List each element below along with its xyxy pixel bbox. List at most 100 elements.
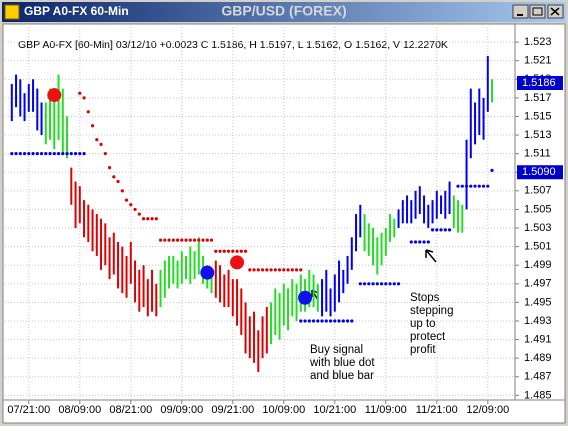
stop-dot bbox=[426, 240, 430, 244]
annotation: up to bbox=[410, 318, 436, 330]
stop-dot bbox=[277, 268, 282, 272]
arrow bbox=[425, 249, 437, 263]
stop-dot bbox=[150, 217, 154, 221]
price-label: 1.5186 bbox=[522, 77, 556, 89]
stop-dot bbox=[35, 152, 39, 156]
x-tick-label: 08/21:00 bbox=[109, 404, 152, 416]
stop-dot bbox=[439, 228, 443, 232]
y-tick-label: 1.487 bbox=[524, 371, 552, 383]
stop-dot bbox=[316, 319, 320, 323]
stop-dot bbox=[299, 319, 303, 323]
stop-dot bbox=[430, 228, 435, 232]
x-tick-label: 11/09:00 bbox=[365, 404, 407, 416]
stop-dot bbox=[48, 152, 52, 156]
title-bar bbox=[2, 2, 566, 22]
stop-dot bbox=[129, 203, 133, 207]
y-tick-label: 1.493 bbox=[524, 315, 552, 327]
y-tick-label: 1.505 bbox=[524, 203, 552, 215]
y-tick-label: 1.515 bbox=[524, 110, 552, 122]
stop-dot bbox=[418, 240, 422, 244]
stop-dot bbox=[95, 138, 99, 142]
stop-dot bbox=[103, 152, 107, 156]
stop-dot bbox=[345, 319, 350, 323]
stop-dot bbox=[116, 179, 120, 184]
stop-dot bbox=[256, 268, 260, 272]
stop-dot bbox=[192, 238, 197, 242]
stop-dot bbox=[333, 319, 337, 323]
y-tick-label: 1.511 bbox=[524, 148, 551, 160]
x-tick-label: 09/09:00 bbox=[160, 404, 203, 416]
price-label: 1.5090 bbox=[522, 166, 556, 178]
stop-dot bbox=[22, 152, 27, 156]
y-tick-label: 1.499 bbox=[524, 259, 552, 271]
stop-dot bbox=[14, 152, 18, 156]
y-tick-label: 1.513 bbox=[524, 129, 552, 141]
stop-dot bbox=[120, 189, 124, 193]
stop-dot bbox=[350, 319, 354, 323]
stop-dot bbox=[456, 184, 460, 188]
x-tick-label: 08/09:00 bbox=[58, 404, 101, 416]
close-icon bbox=[550, 7, 560, 16]
x-tick-label: 10/21:00 bbox=[313, 404, 356, 416]
stop-dot bbox=[409, 240, 413, 244]
stop-dot bbox=[197, 238, 201, 242]
x-tick-label: 12/09:00 bbox=[466, 404, 509, 416]
stop-dot bbox=[10, 152, 14, 156]
stop-dot bbox=[371, 282, 375, 286]
stop-dot bbox=[52, 152, 56, 156]
stop-dot bbox=[273, 268, 277, 272]
x-tick-label: 11/21:00 bbox=[416, 404, 458, 416]
stop-dot bbox=[328, 319, 333, 323]
stop-dot bbox=[31, 152, 35, 156]
stop-dot bbox=[167, 238, 171, 242]
stop-dot bbox=[384, 282, 388, 286]
stop-dot bbox=[171, 238, 175, 242]
stop-dot bbox=[86, 110, 90, 114]
y-tick-label: 1.485 bbox=[524, 389, 552, 401]
stop-dot bbox=[61, 152, 65, 156]
signal-dot bbox=[298, 290, 313, 305]
annotation: and blue bar bbox=[310, 370, 374, 382]
x-tick-label: 10/09:00 bbox=[262, 404, 305, 416]
signal-dot bbox=[47, 88, 62, 103]
stop-dot bbox=[413, 240, 418, 244]
stop-dot bbox=[82, 152, 86, 156]
app-icon bbox=[4, 4, 20, 20]
stop-dot bbox=[154, 217, 158, 221]
annotation: Buy signal bbox=[310, 344, 363, 356]
stop-dot bbox=[290, 268, 294, 272]
maximize-button[interactable] bbox=[529, 4, 546, 19]
stop-dot bbox=[320, 319, 324, 323]
stop-dot bbox=[65, 152, 69, 156]
y-tick-label: 1.521 bbox=[524, 55, 552, 67]
stop-dot bbox=[375, 282, 379, 286]
window-controls bbox=[512, 4, 564, 19]
y-tick-label: 1.503 bbox=[524, 222, 552, 234]
stop-dot bbox=[460, 184, 464, 188]
stop-dot bbox=[447, 228, 452, 232]
minimize-button[interactable] bbox=[512, 4, 529, 19]
stop-dot bbox=[303, 319, 307, 323]
stop-dot bbox=[218, 249, 222, 253]
stop-dot bbox=[214, 249, 218, 253]
stop-dot bbox=[205, 238, 209, 242]
stop-dot bbox=[209, 238, 214, 242]
y-tick-label: 1.491 bbox=[524, 333, 552, 345]
maximize-icon bbox=[532, 7, 543, 16]
stop-dot bbox=[286, 268, 290, 272]
annotation: Stops bbox=[410, 292, 440, 304]
annotation: profit bbox=[410, 344, 436, 356]
stop-dot bbox=[307, 319, 311, 323]
stop-dot bbox=[78, 152, 82, 156]
stop-dot bbox=[443, 228, 447, 232]
stop-dot bbox=[39, 152, 44, 156]
stop-dot bbox=[141, 217, 146, 221]
stop-dot bbox=[137, 212, 141, 216]
stop-dot bbox=[435, 228, 439, 232]
stop-dot bbox=[222, 249, 226, 253]
annotation: protect bbox=[410, 331, 446, 343]
stop-dot bbox=[260, 268, 265, 272]
stop-dot bbox=[358, 282, 362, 286]
